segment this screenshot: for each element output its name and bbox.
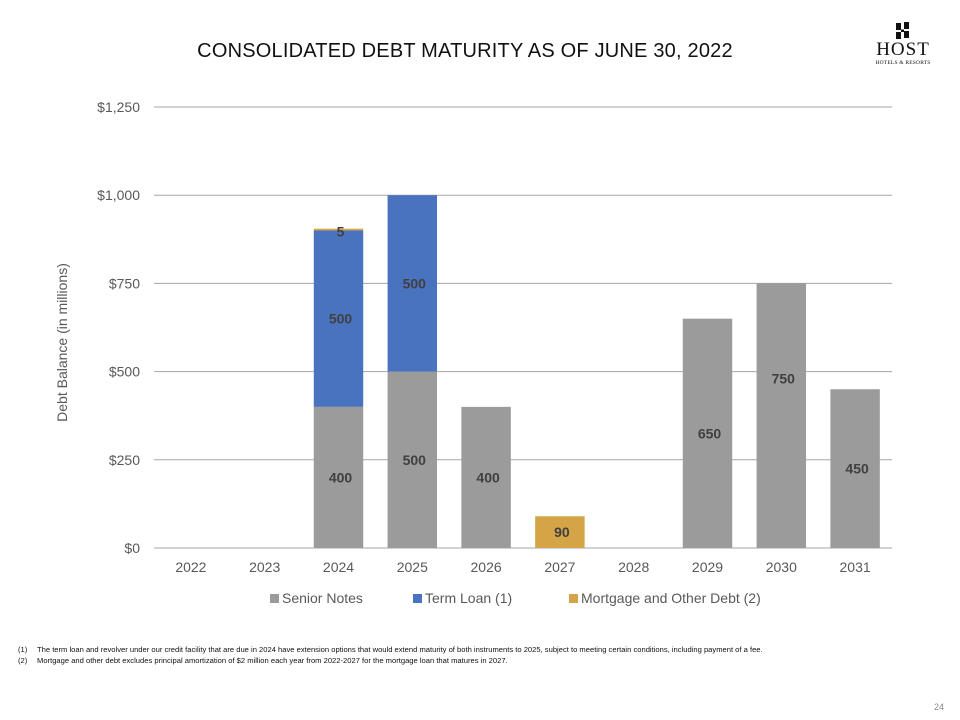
y-tick-label: $1,250 (97, 99, 140, 115)
bar-segment (682, 318, 733, 548)
footnotes: (1) The term loan and revolver under our… (18, 644, 938, 666)
bar-segment (387, 371, 438, 548)
footnote: (1) The term loan and revolver under our… (18, 644, 938, 655)
legend-label: Senior Notes (282, 590, 363, 606)
x-tick-label: 2027 (544, 559, 575, 575)
bar-segment (313, 228, 364, 231)
x-tick-label: 2028 (618, 559, 649, 575)
data-label: 650 (698, 425, 722, 441)
data-label: 400 (329, 469, 353, 485)
bar-segment (756, 283, 807, 548)
data-label: 90 (554, 524, 570, 540)
data-label: 500 (329, 311, 353, 327)
legend-label: Mortgage and Other Debt (2) (581, 590, 761, 606)
data-label: 450 (845, 461, 869, 477)
footnote: (2) Mortgage and other debt excludes pri… (18, 655, 938, 666)
data-label: 750 (772, 371, 796, 387)
y-axis-label: Debt Balance (in millions) (54, 263, 70, 422)
x-tick-label: 2023 (249, 559, 280, 575)
data-label: 500 (403, 275, 427, 291)
y-tick-label: $250 (109, 452, 140, 468)
legend-label: Term Loan (1) (425, 590, 512, 606)
host-logo: HOST HOTELS & RESORTS (868, 22, 938, 70)
data-label: 5 (337, 224, 345, 240)
footnote-text: Mortgage and other debt excludes princip… (37, 656, 508, 665)
debt-maturity-chart: $0 $250 $500 $750 $1,000 $1,250 Debt Balance (… (54, 99, 892, 606)
logo-tagline: HOTELS & RESORTS (875, 60, 931, 66)
logo-wordmark: HOST (876, 39, 930, 60)
bar-segment (830, 389, 880, 548)
bar-segment (313, 406, 364, 548)
x-tick-label: 2022 (175, 559, 206, 575)
legend-swatch (569, 594, 578, 603)
bar-segment (535, 516, 585, 548)
footnote-number: (2) (18, 656, 28, 665)
page-title: CONSOLIDATED DEBT MATURITY AS OF JUNE 30… (197, 40, 733, 62)
footnote-number: (1) (18, 645, 28, 654)
bar-segment (313, 230, 364, 407)
x-tick-label: 2029 (692, 559, 723, 575)
bar-segment (461, 406, 511, 548)
x-tick-label: 2024 (323, 559, 354, 575)
footnote-text: The term loan and revolver under our cre… (37, 645, 763, 654)
y-tick-label: $500 (109, 364, 140, 380)
y-tick-label: $0 (124, 540, 140, 556)
legend-swatch (270, 594, 279, 603)
legend-swatch (413, 594, 422, 603)
page-number: 24 (933, 702, 944, 712)
bar-segment (387, 195, 438, 372)
x-tick-label: 2025 (397, 559, 428, 575)
y-tick-label: $1,000 (97, 187, 140, 203)
data-label: 400 (476, 469, 500, 485)
host-logo-icon (896, 22, 909, 39)
data-label: 500 (403, 452, 427, 468)
x-tick-label: 2026 (471, 559, 502, 575)
y-tick-label: $750 (109, 275, 140, 291)
x-tick-label: 2031 (840, 559, 871, 575)
x-tick-label: 2030 (766, 559, 797, 575)
